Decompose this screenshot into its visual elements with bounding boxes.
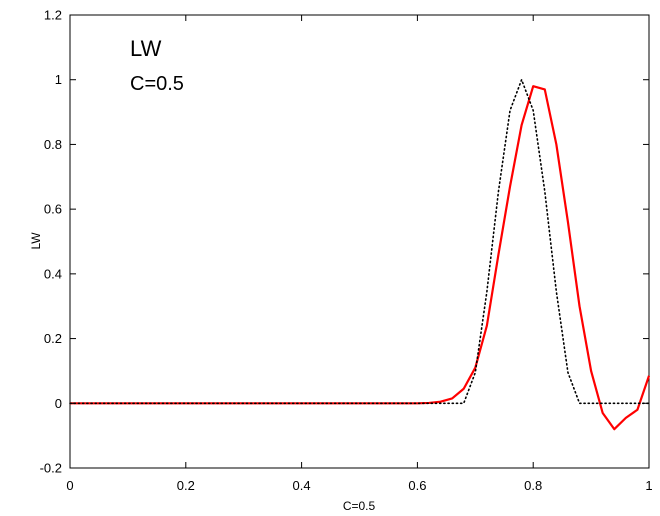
plot-area: [69, 14, 650, 469]
x-tick-label: 0.2: [177, 478, 195, 493]
x-tick-label: 0.6: [408, 478, 426, 493]
x-axis-label: C=0.5: [343, 499, 376, 513]
plot-frame: [69, 14, 650, 469]
series-line-dotted: [69, 78, 650, 405]
y-tick-label: 0.6: [44, 202, 62, 217]
y-tick-label: -0.2: [40, 461, 62, 476]
y-tick-label: 0.4: [44, 266, 62, 281]
y-tick-label: 1.2: [44, 8, 62, 23]
ticks-layer: 0 0.2 0.4 0.6 0.8 1 -0.2 0 0.2 0.4 0.6 0.8 1 1.2: [40, 8, 653, 494]
y-tick-label: 0.8: [44, 137, 62, 152]
annotation-lw: LW: [130, 36, 162, 61]
y-tick-label: 0: [55, 396, 62, 411]
y-tick-label: 1: [55, 72, 62, 87]
y-axis-label: LW: [29, 232, 43, 250]
annotation-c: C=0.5: [130, 73, 184, 95]
y-tick-label: 0.2: [44, 331, 62, 346]
x-tick-label: 1: [645, 478, 652, 493]
x-tick-label: 0.4: [293, 478, 311, 493]
x-tick-label: 0.8: [524, 478, 542, 493]
series-layer: [69, 78, 651, 431]
x-tick-label: 0: [66, 478, 73, 493]
series-line-solid: [70, 85, 651, 431]
